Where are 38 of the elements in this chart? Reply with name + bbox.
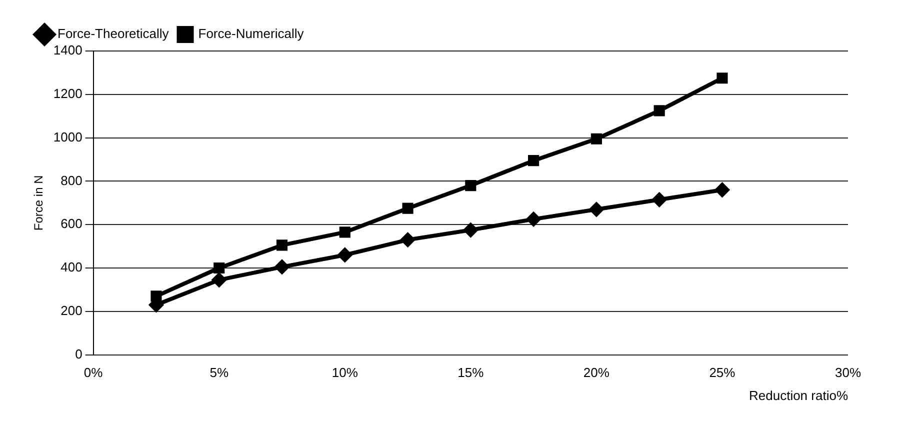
y-tick-label: 1400 — [53, 42, 82, 58]
x-tick-label: 15% — [458, 365, 484, 380]
point — [589, 202, 604, 216]
point — [654, 105, 665, 116]
point — [652, 192, 666, 207]
point — [528, 155, 540, 166]
legend-label: Force-Theoretically — [58, 26, 170, 42]
point — [590, 133, 602, 144]
y-tick-label: 400 — [60, 260, 82, 275]
point — [274, 260, 289, 274]
point — [339, 226, 350, 238]
y-tick-label: 1200 — [53, 86, 82, 101]
point — [338, 248, 352, 262]
point — [526, 212, 541, 226]
y-tick-label: 600 — [60, 216, 82, 232]
point — [402, 202, 414, 214]
x-tick-label: 0% — [84, 365, 104, 380]
x-tick-label: 30% — [834, 365, 862, 380]
x-tick-label: 10% — [332, 365, 358, 380]
point — [465, 180, 476, 192]
point — [214, 262, 225, 274]
y-tick-label: 200 — [60, 302, 82, 318]
point — [715, 182, 730, 197]
legend-label: Force-Numerically — [198, 26, 304, 42]
y-tick-label: 0 — [75, 346, 82, 362]
point — [464, 223, 478, 238]
y-axis-title: Force in N — [32, 175, 46, 231]
x-tick-label: 20% — [583, 365, 610, 380]
x-axis-title: Reduction ratio% — [749, 388, 848, 403]
x-tick-label: 25% — [709, 365, 736, 380]
y-tick-label: 800 — [60, 172, 82, 188]
y-tick-label: 1000 — [53, 129, 82, 144]
point — [716, 72, 728, 84]
point — [400, 232, 415, 247]
point — [150, 290, 162, 302]
point — [212, 272, 226, 287]
x-tick-label: 5% — [210, 365, 229, 380]
point — [276, 240, 288, 251]
